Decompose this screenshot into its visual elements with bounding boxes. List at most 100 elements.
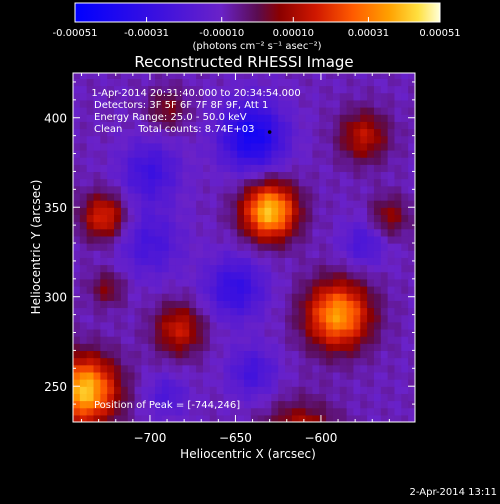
heatmap-cell [326,321,334,330]
heatmap-cell [305,157,313,165]
heatmap-cell [196,414,204,422]
heatmap-cell [373,393,382,402]
heatmap-cell [278,235,286,244]
heatmap-cell [380,364,389,373]
heatmap-cell [250,164,259,173]
heatmap-cell [353,107,361,115]
heatmap-cell [401,250,409,258]
heatmap-cell [141,278,149,287]
heatmap-cell [360,214,368,223]
heatmap-cell [230,328,238,337]
heatmap-cell [86,135,95,144]
heatmap-cell [394,314,402,323]
heatmap-cell [271,185,279,194]
heatmap-cell [257,285,266,294]
heatmap-cell [387,407,396,416]
heatmap-cell [141,85,149,94]
heatmap-cell [298,99,307,108]
heatmap-cell [202,121,211,130]
heatmap-cell [202,78,211,87]
heatmap-cell [230,386,238,394]
heatmap-cell [312,250,320,258]
heatmap-cell [319,243,327,251]
heatmap-cell [237,73,245,79]
heatmap-cell [291,336,300,344]
heatmap-cell [312,321,320,330]
heatmap-cell [189,271,197,280]
heatmap-cell [291,307,300,316]
heatmap-cell [223,121,231,130]
heatmap-cell [86,221,95,230]
heatmap-cell [353,400,361,409]
heatmap-cell [223,350,231,359]
heatmap-cell [332,200,341,208]
heatmap-cell [209,343,218,352]
heatmap-cell [373,250,382,258]
heatmap-cell [278,285,286,294]
heatmap-cell [120,321,129,330]
heatmap-cell [305,328,313,337]
heatmap-cell [250,92,259,101]
heatmap-cell [175,228,184,237]
heatmap-cell [134,264,142,273]
heatmap-cell [408,300,415,309]
heatmap-cell [298,178,307,187]
heatmap-cell [127,78,136,87]
heatmap-cell [285,114,293,122]
heatmap-cell [319,214,327,223]
heatmap-cell [202,221,211,230]
heatmap-cell [394,350,402,359]
heatmap-cell [367,307,375,316]
heatmap-cell [353,343,361,352]
heatmap-cell [202,200,211,208]
heatmap-cell [114,121,122,130]
heatmap-cell [278,371,286,380]
heatmap-cell [264,293,272,301]
heatmap-cell [182,128,190,137]
heatmap-cell [285,128,293,137]
heatmap-cell [223,99,231,108]
heatmap-cell [298,393,307,402]
heatmap-cell [141,386,149,394]
heatmap-cell [230,85,238,94]
heatmap-cell [312,121,320,130]
heatmap-cell [332,192,341,201]
heatmap-cell [339,350,348,359]
heatmap-cell [332,85,341,94]
heatmap-cell [189,85,197,94]
heatmap-cell [285,99,293,108]
heatmap-cell [134,235,142,244]
heatmap-cell [127,207,136,215]
heatmap-cell [380,407,389,416]
heatmap-cell [189,314,197,323]
heatmap-cell [237,185,245,194]
heatmap-cell [380,393,389,402]
heatmap-cell [298,278,307,287]
heatmap-cell [394,78,402,87]
heatmap-cell [155,285,163,294]
heatmap-cell [230,343,238,352]
heatmap-cell [244,78,252,87]
heatmap-cell [291,235,300,244]
heatmap-cell [264,78,272,87]
heatmap-cell [223,293,231,301]
chart-title: Reconstructed RHESSI Image [134,53,353,71]
heatmap-cell [209,350,218,359]
heatmap-cell [285,293,293,301]
heatmap-cell [120,73,129,79]
heatmap-cell [319,307,327,316]
heatmap-cell [107,157,115,165]
heatmap-cell [257,235,266,244]
heatmap-cell [182,393,190,402]
heatmap-cell [73,357,81,366]
heatmap-cell [298,135,307,144]
heatmap-cell [394,200,402,208]
heatmap-cell [120,192,129,201]
heatmap-cell [291,379,300,387]
heatmap-cell [326,371,334,380]
heatmap-cell [141,214,149,223]
heatmap-cell [216,142,225,151]
heatmap-cell [339,336,348,344]
heatmap-cell [387,307,396,316]
heatmap-cell [250,400,259,409]
